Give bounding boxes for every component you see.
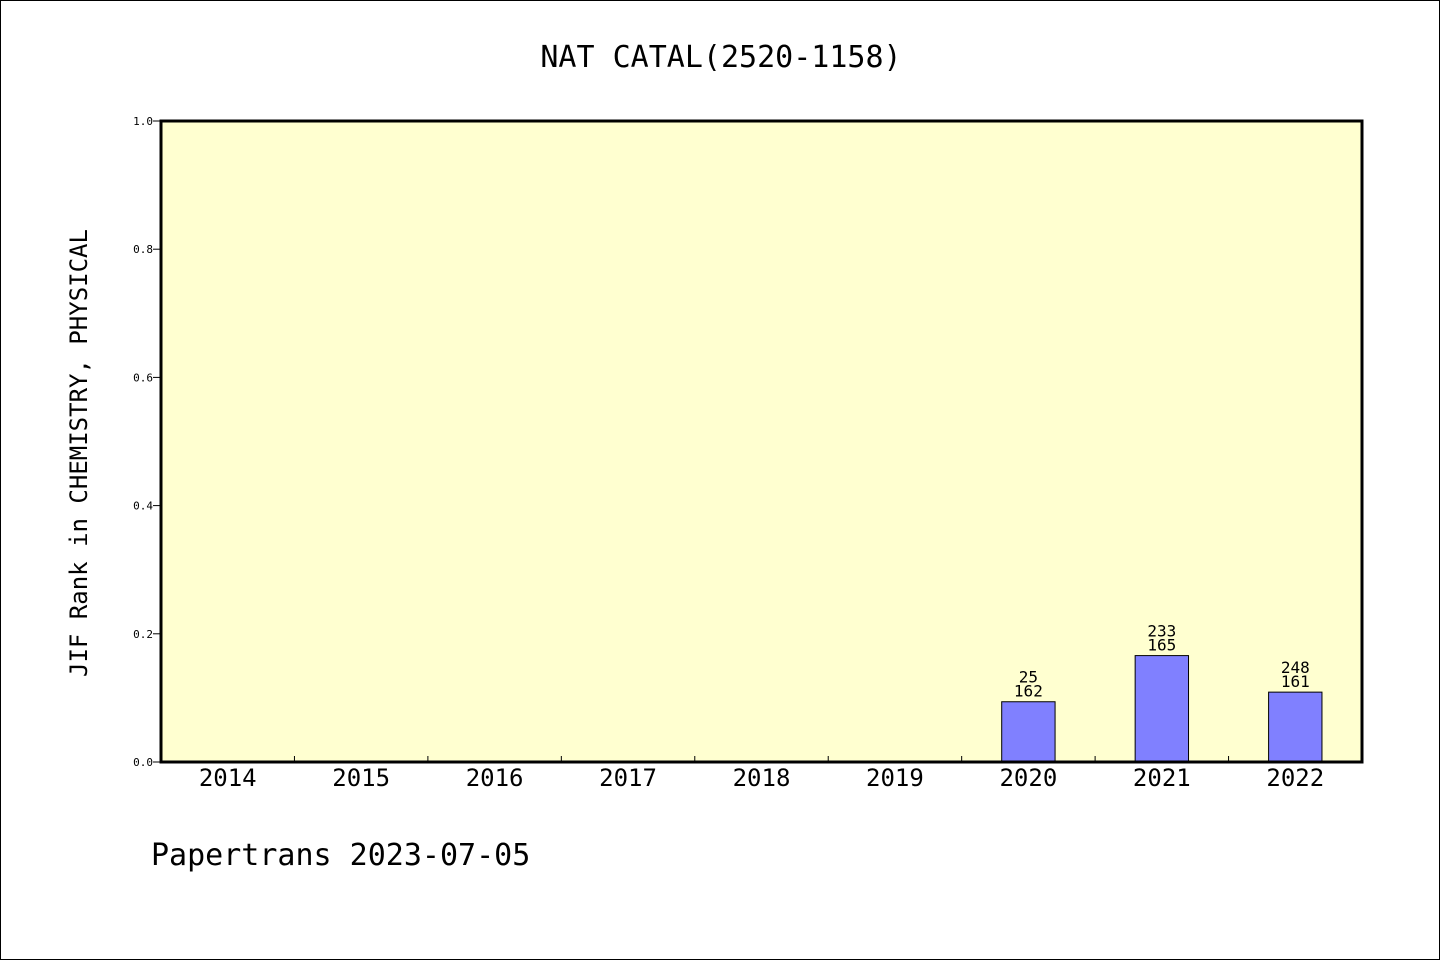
bar-label-bottom: 165 (1147, 636, 1176, 655)
x-tick-label: 2020 (999, 764, 1057, 792)
y-tick-label: 1.0 (133, 115, 153, 128)
bar (1134, 655, 1190, 763)
bar-label-top: 233 (1147, 622, 1176, 641)
x-tick-label: 2022 (1266, 764, 1324, 792)
y-axis-label: JIF Rank in CHEMISTRY, PHYSICAL (65, 229, 93, 677)
x-tick-label: 2021 (1133, 764, 1191, 792)
bar-label-bottom: 162 (1014, 682, 1043, 701)
x-tick-label: 2018 (733, 764, 791, 792)
bar (1001, 701, 1056, 763)
bar (1268, 691, 1323, 763)
bar-label-top: 248 (1281, 658, 1310, 677)
y-tick-label: 0.6 (133, 371, 153, 384)
bar-label-top: 25 (1019, 668, 1038, 687)
y-tick-label: 0.4 (133, 500, 153, 513)
y-tick-label: 0.2 (133, 628, 153, 641)
x-tick-label: 2019 (866, 764, 924, 792)
x-tick-label: 2017 (599, 764, 657, 792)
chart-title: NAT CATAL(2520-1158) (540, 40, 901, 75)
bar-label-bottom: 161 (1281, 672, 1310, 691)
x-tick-label: 2015 (332, 764, 390, 792)
y-tick-label: 0.8 (133, 243, 153, 256)
x-tick-label: 2014 (199, 764, 257, 792)
footer-text: Papertrans 2023-07-05 (151, 838, 530, 873)
x-axis-ticks: 2014 2015 2016 2017 2018 2019 2020 2021 2022 (199, 756, 1324, 792)
plot-border (159, 119, 1364, 764)
x-tick-label: 2016 (466, 764, 524, 792)
y-axis-ticks: 0.0 0.2 0.4 0.6 0.8 1.0 (133, 115, 161, 769)
y-tick-label: 0.0 (133, 756, 153, 769)
